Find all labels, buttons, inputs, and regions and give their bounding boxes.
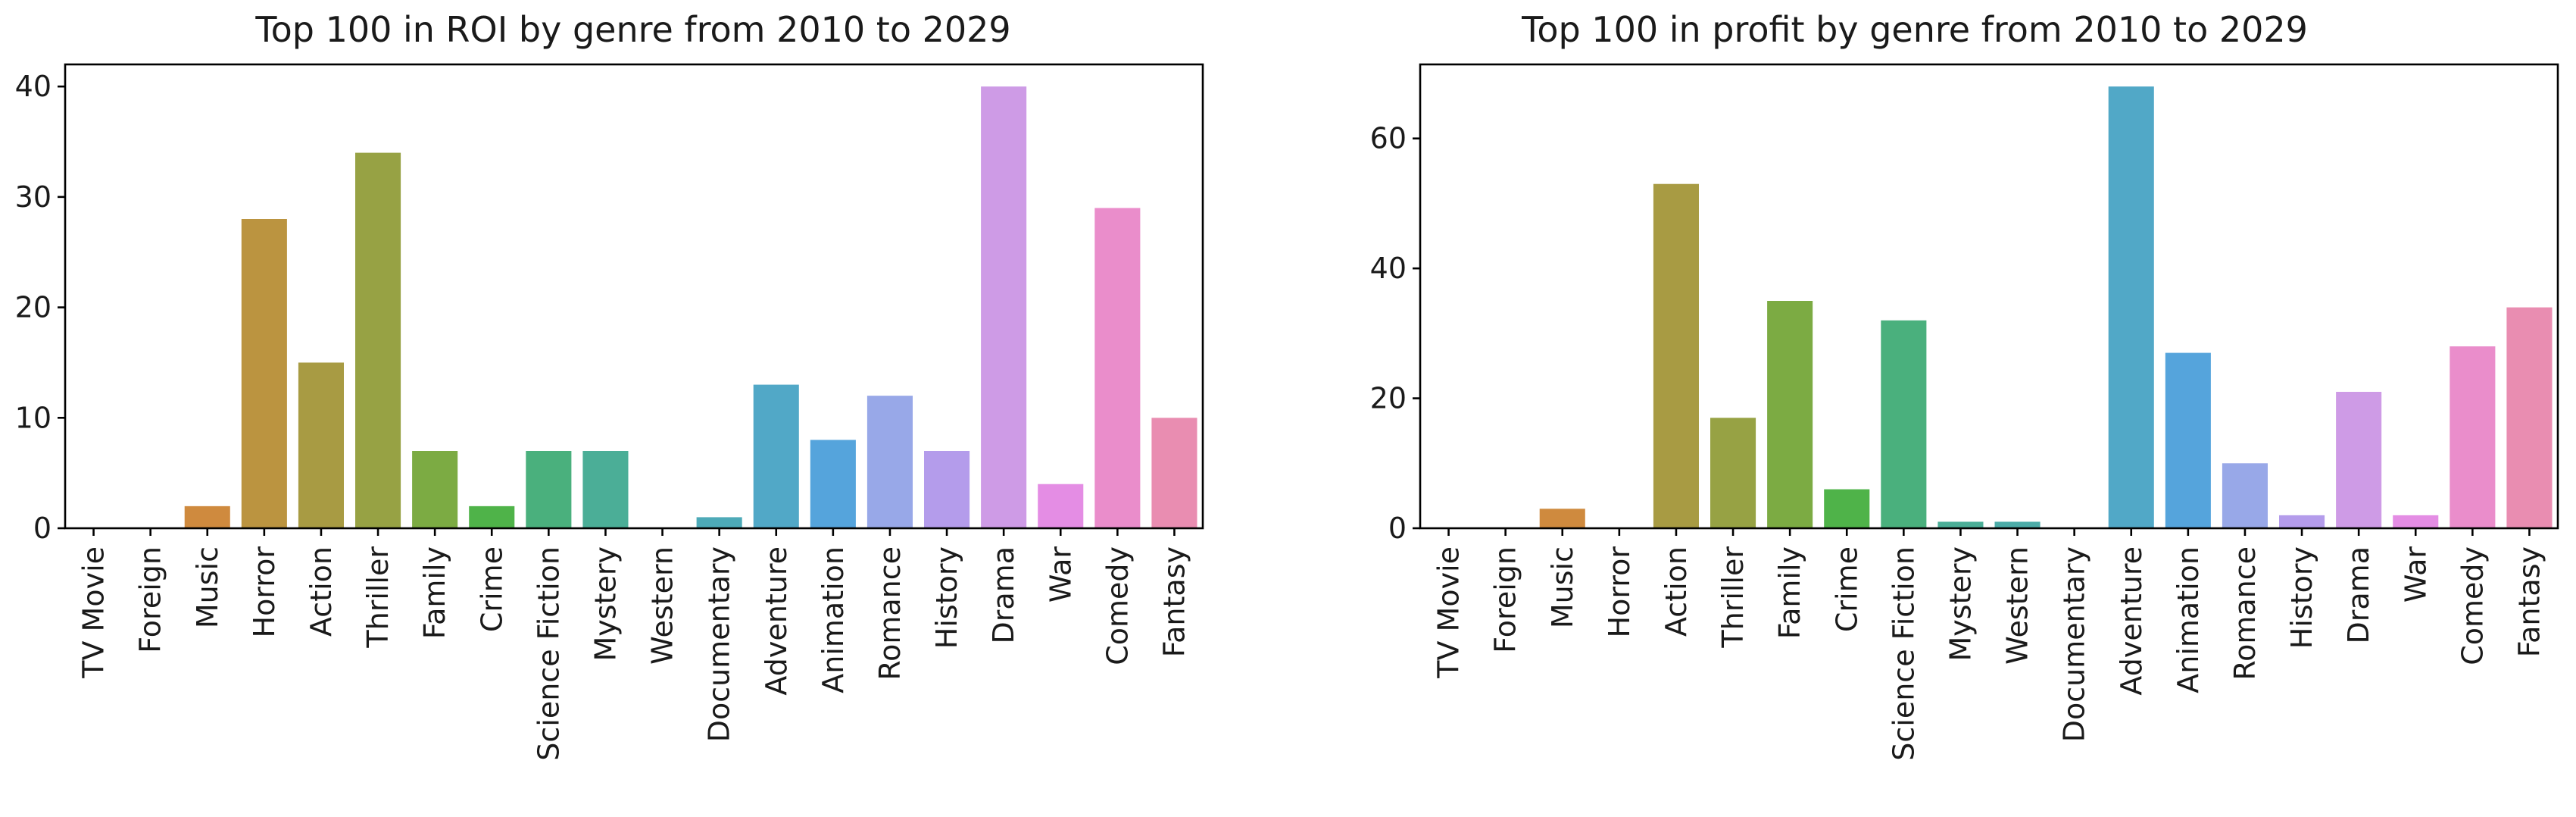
- profit-x-tick-label-mystery: Mystery: [1944, 546, 1977, 661]
- profit-x-tick-label-thriller: Thriller: [1716, 546, 1750, 649]
- profit-y-tick-label-0: 0: [1388, 512, 1407, 545]
- profit-axes-frame: [1419, 63, 2559, 530]
- profit-x-tick-label-tv-movie: TV Movie: [1432, 546, 1466, 679]
- roi-bar-war: [1038, 484, 1084, 528]
- profit-x-tick-label-romance: Romance: [2228, 546, 2262, 681]
- roi-x-axis: TV Movie Foreign Music Horror Action Thriller…: [77, 528, 1191, 761]
- roi-y-tick-label-40: 40: [15, 70, 52, 103]
- roi-x-tick-label-horror: Horror: [248, 546, 281, 638]
- roi-bars: [184, 86, 1197, 529]
- roi-x-tick-label-family: Family: [418, 546, 451, 639]
- roi-y-axis: 0 10 20 30 40: [15, 70, 65, 545]
- profit-x-tick-label-comedy: Comedy: [2456, 546, 2489, 665]
- roi-x-tick-label-mystery: Mystery: [589, 546, 622, 661]
- profit-bar-mystery: [1937, 521, 1984, 528]
- profit-bar-fantasy: [2506, 307, 2553, 528]
- roi-bar-drama: [981, 86, 1027, 528]
- profit-bar-history: [2279, 515, 2325, 528]
- profit-x-tick-label-music: Music: [1546, 546, 1579, 628]
- profit-bar-family: [1767, 301, 1813, 528]
- profit-x-tick-label-history: History: [2285, 546, 2318, 649]
- profit-bar-western: [1994, 521, 2041, 528]
- roi-chart-title: Top 100 in ROI by genre from 2010 to 202…: [254, 9, 1010, 50]
- profit-bar-comedy: [2450, 346, 2496, 528]
- roi-bar-romance: [866, 396, 913, 528]
- profit-x-tick-label-adventure: Adventure: [2115, 546, 2148, 696]
- roi-bar-family: [412, 451, 458, 528]
- roi-axes-frame: [64, 63, 1204, 530]
- roi-y-tick-label-10: 10: [15, 401, 52, 434]
- profit-y-tick-label-20: 20: [1370, 382, 1407, 415]
- profit-x-tick-label-western: Western: [2001, 546, 2034, 665]
- roi-x-tick-label-romance: Romance: [873, 546, 907, 681]
- profit-bar-music: [1539, 509, 1585, 528]
- roi-bar-crime: [469, 506, 515, 528]
- roi-bar-fantasy: [1151, 418, 1197, 528]
- roi-chart: Top 100 in ROI by genre from 2010 to 202…: [15, 9, 1204, 761]
- roi-x-tick-label-foreign: Foreign: [134, 546, 167, 653]
- roi-bar-science-fiction: [526, 451, 572, 528]
- roi-x-tick-label-war: War: [1044, 546, 1077, 603]
- profit-x-tick-label-family: Family: [1773, 546, 1806, 639]
- profit-x-tick-label-foreign: Foreign: [1489, 546, 1522, 653]
- profit-bar-war: [2393, 515, 2439, 528]
- roi-x-tick-label-adventure: Adventure: [760, 546, 793, 696]
- profit-x-tick-label-crime: Crime: [1830, 546, 1863, 632]
- profit-x-tick-label-animation: Animation: [2172, 546, 2205, 693]
- roi-bar-history: [924, 451, 970, 528]
- profit-y-tick-label-60: 60: [1370, 122, 1407, 155]
- profit-bar-action: [1653, 183, 1699, 528]
- profit-y-axis: 0 20 40 60: [1370, 122, 1420, 545]
- roi-x-tick-label-tv-movie: TV Movie: [77, 546, 111, 679]
- profit-x-axis: TV Movie Foreign Music Horror Action Thriller…: [1432, 528, 2546, 761]
- profit-y-tick-label-40: 40: [1370, 252, 1407, 285]
- roi-x-tick-label-music: Music: [191, 546, 224, 628]
- roi-bar-music: [184, 506, 230, 528]
- roi-bar-action: [298, 362, 344, 528]
- roi-x-tick-label-crime: Crime: [475, 546, 508, 632]
- roi-x-tick-label-documentary: Documentary: [703, 546, 736, 742]
- roi-bar-mystery: [582, 451, 629, 528]
- roi-bar-thriller: [355, 152, 401, 529]
- roi-x-tick-label-science-fiction: Science Fiction: [532, 546, 565, 761]
- roi-x-tick-label-comedy: Comedy: [1101, 546, 1134, 665]
- profit-bar-romance: [2222, 463, 2268, 528]
- profit-x-tick-label-action: Action: [1660, 546, 1693, 637]
- roi-bar-adventure: [753, 384, 799, 528]
- profit-bar-science-fiction: [1881, 320, 1927, 528]
- roi-x-tick-label-fantasy: Fantasy: [1157, 546, 1191, 657]
- roi-x-tick-label-history: History: [930, 546, 963, 649]
- profit-x-tick-label-science-fiction: Science Fiction: [1887, 546, 1920, 761]
- profit-x-tick-label-documentary: Documentary: [2058, 546, 2091, 742]
- roi-x-tick-label-animation: Animation: [817, 546, 850, 693]
- profit-x-tick-label-horror: Horror: [1603, 546, 1636, 638]
- profit-bar-animation: [2165, 352, 2211, 528]
- profit-bars: [1539, 86, 2553, 528]
- roi-bar-horror: [241, 219, 287, 528]
- profit-x-tick-label-war: War: [2399, 546, 2432, 603]
- profit-bar-drama: [2336, 392, 2382, 528]
- roi-bar-animation: [810, 440, 856, 528]
- roi-x-tick-label-drama: Drama: [987, 546, 1020, 643]
- profit-x-tick-label-fantasy: Fantasy: [2512, 546, 2546, 657]
- roi-bar-comedy: [1094, 208, 1141, 528]
- roi-x-tick-label-thriller: Thriller: [361, 546, 395, 649]
- profit-chart-title: Top 100 in profit by genre from 2010 to …: [1521, 9, 2308, 50]
- profit-x-tick-label-drama: Drama: [2342, 546, 2375, 643]
- roi-y-tick-label-0: 0: [33, 512, 52, 545]
- roi-bar-documentary: [696, 517, 742, 528]
- profit-bar-adventure: [2108, 86, 2154, 528]
- roi-x-tick-label-western: Western: [646, 546, 679, 665]
- profit-chart: Top 100 in profit by genre from 2010 to …: [1370, 9, 2559, 761]
- roi-x-tick-label-action: Action: [304, 546, 338, 637]
- profit-bar-crime: [1824, 489, 1870, 528]
- profit-bar-thriller: [1710, 418, 1756, 528]
- roi-y-tick-label-30: 30: [15, 180, 52, 214]
- roi-y-tick-label-20: 20: [15, 291, 52, 324]
